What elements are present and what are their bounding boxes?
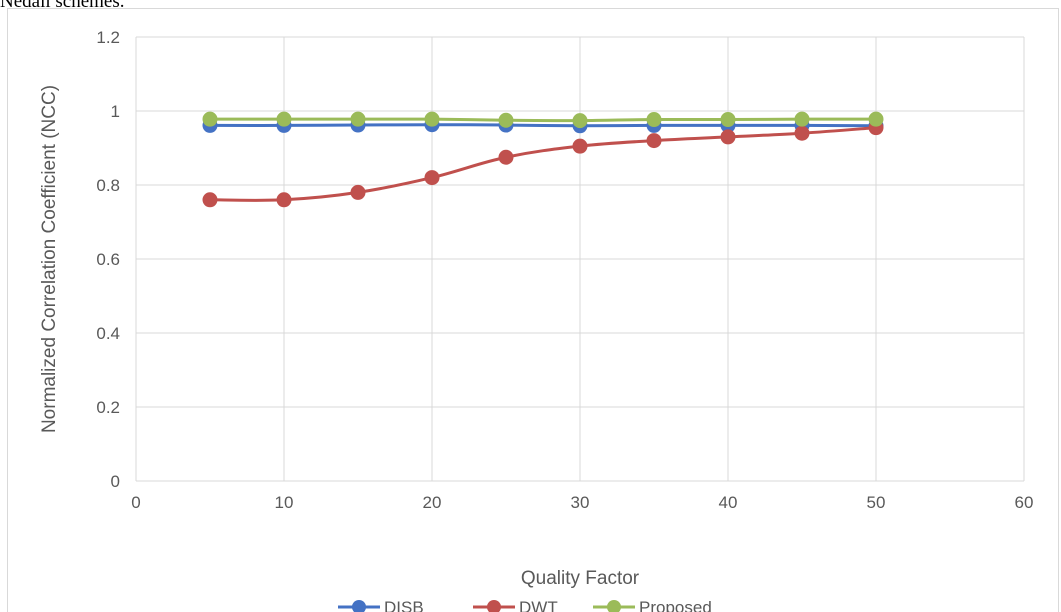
series-markers [202, 111, 884, 208]
data-point-dwt [498, 149, 514, 165]
data-point-dwt [276, 192, 292, 208]
data-point-dwt [350, 184, 366, 200]
data-point-dwt [424, 170, 440, 186]
series-lines [208, 117, 878, 202]
series-line-disb [208, 123, 878, 128]
series-line-proposed [208, 117, 878, 123]
legend-label-proposed: Proposed [639, 598, 712, 612]
y-tick-label: 1.2 [96, 28, 120, 47]
data-point-proposed [572, 113, 588, 129]
data-point-dwt [572, 138, 588, 154]
legend-item-disb: DISB [338, 598, 424, 612]
data-point-dwt [794, 125, 810, 141]
data-point-proposed [276, 111, 292, 127]
legend-label-dwt: DWT [519, 598, 558, 612]
y-tick-label: 0 [111, 472, 120, 491]
x-axis-title: Quality Factor [521, 568, 640, 589]
data-point-proposed [794, 111, 810, 127]
data-point-dwt [202, 192, 218, 208]
legend-marker-dwt [487, 600, 501, 612]
data-point-dwt [646, 133, 662, 149]
y-tick-label: 0.4 [96, 324, 120, 343]
y-tick-label: 0.2 [96, 398, 120, 417]
legend-label-disb: DISB [384, 598, 424, 612]
x-tick-label: 30 [571, 493, 590, 512]
data-point-dwt [720, 129, 736, 145]
data-point-proposed [720, 112, 736, 128]
legend-item-proposed: Proposed [593, 598, 712, 612]
y-tick-label: 0.6 [96, 250, 120, 269]
chart-frame [7, 8, 1059, 612]
y-axis-title: Normalized Correlation Coefficient (NCC) [39, 85, 60, 433]
x-tick-label: 20 [423, 493, 442, 512]
legend-marker-proposed [607, 600, 621, 612]
series-line-dwt [208, 126, 878, 202]
x-tick-label: 0 [131, 493, 140, 512]
legend-marker-disb [352, 600, 366, 612]
data-point-proposed [868, 111, 884, 127]
data-point-proposed [202, 111, 218, 127]
x-tick-label: 60 [1015, 493, 1034, 512]
tick-labels: 0 0.2 0.4 0.6 0.8 1 1.2 0 10 20 30 40 50 60 [96, 28, 1033, 512]
x-tick-label: 10 [275, 493, 294, 512]
x-tick-label: 50 [867, 493, 886, 512]
y-tick-label: 0.8 [96, 176, 120, 195]
x-tick-label: 40 [719, 493, 738, 512]
legend: DISB DWT Proposed [338, 598, 712, 612]
data-point-proposed [350, 111, 366, 127]
gridlines [135, 36, 1025, 482]
data-point-proposed [498, 112, 514, 128]
data-point-proposed [424, 111, 440, 127]
y-tick-label: 1 [111, 102, 120, 121]
legend-item-dwt: DWT [473, 598, 558, 612]
data-point-proposed [646, 112, 662, 128]
